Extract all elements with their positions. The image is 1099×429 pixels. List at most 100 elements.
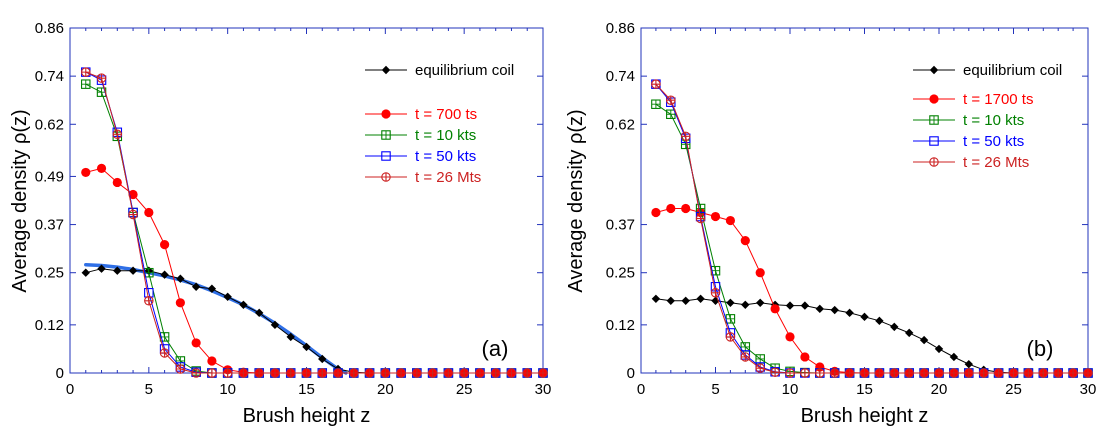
series-4 [651,79,1093,378]
legend-marker [381,151,391,161]
data-point [830,305,839,315]
data-point [207,356,217,366]
data-point [919,335,929,345]
data-point [144,207,154,218]
data-point [538,368,548,378]
x-tick-label: 25 [456,381,473,398]
series-4 [81,67,548,378]
data-point [756,298,765,307]
data-point [443,368,454,378]
x-axis-label: Brush height z [801,405,929,427]
data-point [740,236,750,246]
data-point [128,209,138,220]
data-point [301,368,312,378]
data-point [919,368,929,378]
data-point [112,129,123,140]
data-point [680,139,691,150]
legend-entry: equilibrium coil [415,62,514,79]
data-point [506,368,517,378]
chart-panel-a: 0 5 10 15 20 25 30 0 0.12 0.25 0.37 0.49 0.62 0.74 0.8… [9,20,551,427]
data-point [725,215,736,226]
data-point [396,368,406,378]
data-point [651,79,661,89]
data-point [113,266,122,275]
data-point [890,322,899,332]
data-point [96,163,107,174]
series-line [655,298,1088,374]
panel-label: (b) [1027,336,1054,361]
data-point [934,344,944,354]
data-point [223,292,232,301]
legend-marker [381,65,391,75]
y-tick-label: 0.86 [35,20,64,37]
data-point [270,320,280,330]
data-point [490,368,501,378]
data-point [81,167,91,178]
data-point [285,368,296,378]
y-tick-label: 0.74 [35,68,64,85]
y-tick-label: 0.62 [35,116,64,133]
fit-curve [84,262,348,375]
y-tick-label: 0 [627,365,635,382]
legend: equilibrium coil t = 700 ts t = 10 kts t = … [365,62,514,186]
data-point [238,368,249,378]
data-point [207,368,217,378]
data-point [286,332,295,342]
y-tick-label: 0 [56,365,64,382]
plot-frame [640,27,1089,374]
data-point [755,363,765,373]
data-point [651,207,661,218]
data-point [81,79,91,89]
x-tick-label: 30 [535,381,552,398]
data-point [191,338,201,348]
legend-marker [929,94,939,104]
data-point [427,368,438,378]
data-point [1083,368,1093,378]
y-tick-label: 0.12 [35,317,64,334]
data-point [710,288,721,298]
data-point [964,368,974,378]
legend-marker [929,65,939,75]
y-axis-label: Average density ρ(z) [9,109,31,292]
data-point [845,308,854,318]
data-point [380,368,391,378]
data-point [740,352,751,362]
data-point [949,368,959,378]
data-point [800,368,810,378]
data-point [97,264,106,273]
data-point [725,314,736,324]
data-point [522,368,532,378]
legend-entry: t = 26 Mts [415,169,481,186]
data-point [112,177,122,188]
legend-marker [929,136,939,146]
data-point [770,304,780,314]
series-3 [81,67,548,378]
data-point [666,109,676,120]
legend-marker [929,115,939,125]
data-point [815,304,824,314]
data-point [207,284,217,293]
data-point [96,73,107,83]
data-point [934,368,944,378]
data-point [875,316,884,326]
y-tick-label: 0.25 [35,265,64,282]
data-point [1068,368,1078,378]
data-point [978,368,989,378]
data-point [666,296,675,305]
data-point [176,274,185,283]
data-point [159,332,170,342]
x-tick-label: 10 [782,381,799,398]
data-point [128,266,138,275]
x-tick-label: 25 [1005,381,1022,398]
data-point [905,328,914,338]
data-point [364,368,375,378]
data-point [160,270,169,279]
y-tick-label: 0.37 [35,217,64,234]
legend-entry: t = 50 kts [415,148,476,165]
legend-entry: t = 1700 ts [963,91,1033,108]
data-point [144,296,154,306]
y-tick-label: 0.62 [606,116,635,133]
legend-entry: t = 10 kts [963,112,1024,129]
data-point [1008,368,1019,378]
data-point [785,301,795,310]
